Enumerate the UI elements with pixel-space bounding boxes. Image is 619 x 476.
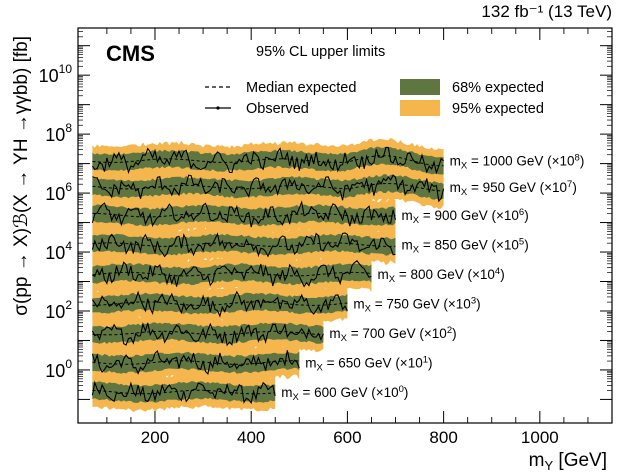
band68-mx700	[92, 322, 324, 345]
series-label-mx950: mX = 950 GeV (×107)	[450, 179, 577, 198]
chart-title: 95% CL upper limits	[256, 44, 385, 60]
x-tick-label: 1000	[521, 428, 559, 447]
y-axis-title: σ(pp → X)ℬ(X → YH →γγbb) [fb]	[11, 36, 32, 316]
series-label-mx650: mX = 650 GeV (×101)	[305, 355, 432, 374]
observed-mx700	[91, 322, 324, 347]
legend-band95-swatch	[400, 100, 440, 116]
median-expected-mx850	[92, 242, 396, 247]
series-label-mx700: mX = 700 GeV (×102)	[329, 325, 456, 344]
observed-mx1000	[91, 146, 444, 175]
ticks-layer: 200 400 600 800 1000 100 102 104 106 108 1010	[39, 28, 612, 447]
y-tick-label: 100	[45, 357, 72, 381]
observed-mx950	[92, 174, 445, 203]
band68-mx750	[92, 292, 348, 315]
median-expected-mx650	[92, 360, 300, 365]
series-label-mx800: mX = 800 GeV (×104)	[378, 266, 505, 285]
x-tick-label: 200	[141, 428, 169, 447]
observed-mx850	[91, 232, 396, 258]
observed-mx600	[91, 380, 276, 405]
series-label-mx900: mX = 900 GeV (×106)	[402, 207, 529, 226]
x-tick-label: 800	[429, 428, 457, 447]
lines-layer	[91, 146, 445, 405]
legend-band95-label: 95% expected	[452, 101, 544, 117]
median-expected-mx700	[92, 330, 324, 336]
median-expected-mx750	[92, 301, 348, 306]
median-expected-mx800	[92, 271, 372, 277]
legend-band68-label: 68% expected	[452, 80, 544, 96]
band68-mx900	[92, 204, 396, 227]
series-labels-layer: mX = 600 GeV (×100) mX = 650 GeV (×101) mX…	[281, 153, 584, 403]
observed-mx650	[91, 349, 300, 376]
x-tick-label: 600	[333, 428, 361, 447]
legend-band68-swatch	[400, 79, 440, 95]
observed-mx900	[91, 200, 397, 228]
series-label-mx600: mX = 600 GeV (×100)	[281, 384, 408, 403]
legend-observed-label: Observed	[246, 101, 309, 117]
observed-mx800	[92, 260, 372, 288]
median-expected-mx1000	[92, 155, 444, 167]
legend: Median expected Observed 68% expected 95…	[205, 79, 544, 117]
series-label-mx750: mX = 750 GeV (×103)	[353, 296, 480, 315]
median-expected-mx900	[92, 212, 396, 218]
y-tick-label: 102	[45, 298, 72, 322]
x-axis-title: mY [GeV]	[529, 450, 607, 473]
legend-median-label: Median expected	[246, 80, 356, 96]
y-tick-label: 1010	[39, 62, 73, 86]
cms-label: CMS	[106, 41, 155, 66]
observed-mx750	[91, 290, 348, 318]
y-tick-label: 106	[45, 180, 72, 204]
lumi-label: 132 fb⁻¹ (13 TeV)	[481, 2, 612, 21]
legend-observed-marker	[216, 106, 220, 110]
y-tick-label: 104	[45, 239, 72, 263]
series-label-mx1000: mX = 1000 GeV (×108)	[450, 153, 585, 172]
x-tick-label: 400	[237, 428, 265, 447]
series-label-mx850: mX = 850 GeV (×105)	[402, 237, 529, 256]
y-tick-label: 108	[45, 121, 72, 145]
